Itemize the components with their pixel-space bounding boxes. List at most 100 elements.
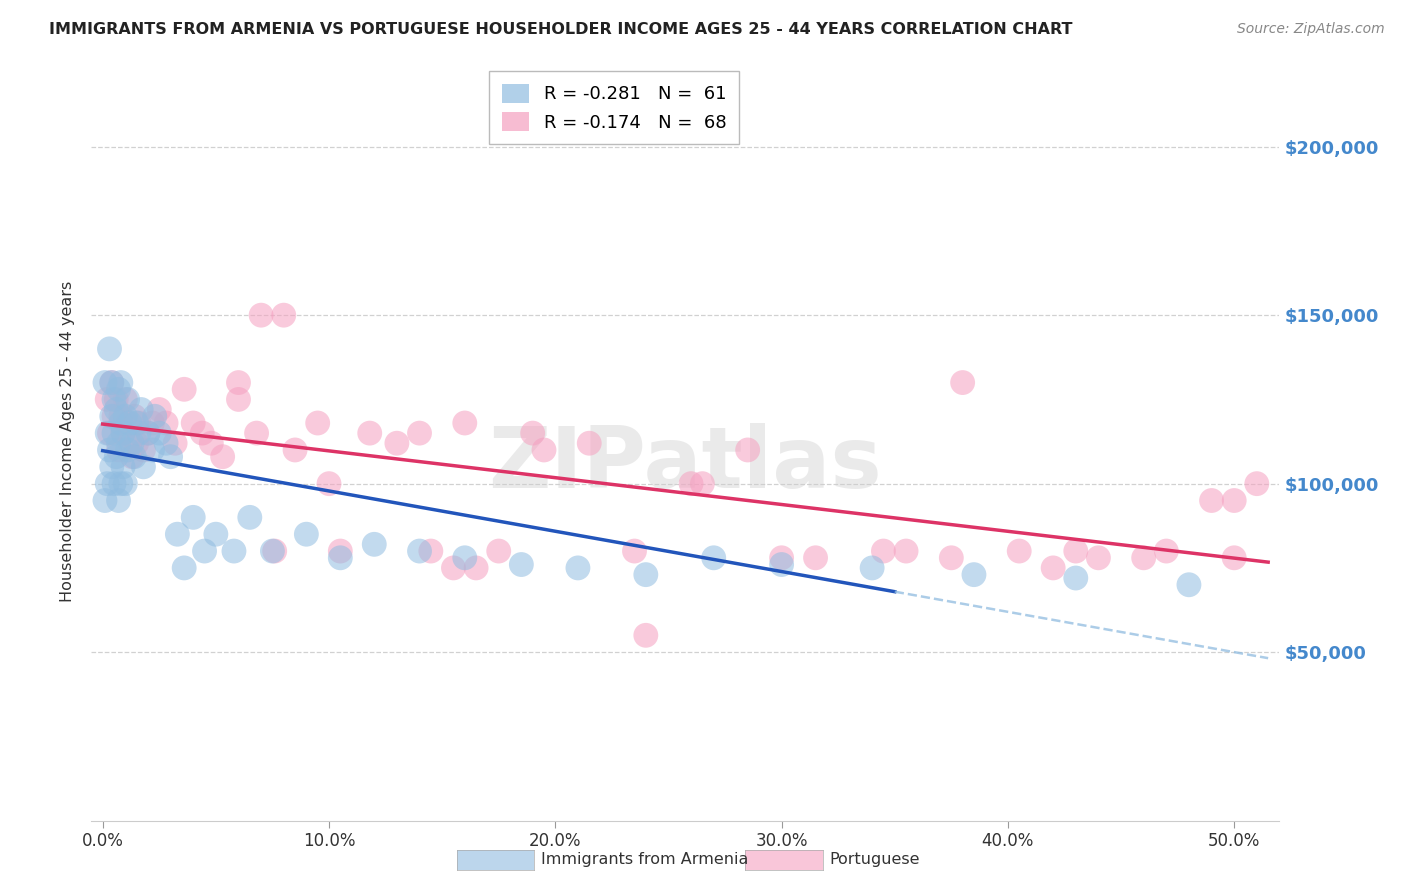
Point: [894, 544, 917, 558]
Point: [533, 442, 555, 457]
Point: [107, 442, 129, 457]
Point: [703, 550, 725, 565]
Text: Portuguese: Portuguese: [830, 853, 920, 867]
Point: [1087, 550, 1109, 565]
Point: [363, 537, 385, 551]
Point: [1223, 550, 1246, 565]
Point: [245, 426, 267, 441]
Point: [94, 376, 117, 390]
Point: [110, 409, 132, 424]
Point: [117, 416, 139, 430]
Point: [96, 476, 118, 491]
Point: [103, 426, 125, 441]
Point: [770, 558, 793, 572]
Point: [128, 416, 150, 430]
Point: [181, 416, 204, 430]
Text: Immigrants from Armenia: Immigrants from Armenia: [541, 853, 748, 867]
Point: [128, 426, 150, 441]
Point: [770, 550, 793, 565]
Point: [98, 342, 121, 356]
Point: [941, 550, 963, 565]
Point: [103, 409, 125, 424]
Point: [98, 442, 121, 457]
Point: [359, 426, 381, 441]
Point: [872, 544, 894, 558]
Point: [284, 442, 307, 457]
Point: [173, 382, 195, 396]
Point: [155, 436, 177, 450]
Point: [454, 416, 477, 430]
Point: [110, 376, 132, 390]
Point: [1246, 476, 1268, 491]
Point: [110, 416, 132, 430]
Point: [488, 544, 510, 558]
Point: [963, 567, 986, 582]
Point: [250, 308, 273, 322]
Point: [205, 527, 228, 541]
Point: [263, 544, 285, 558]
Point: [239, 510, 262, 524]
Point: [1201, 493, 1223, 508]
Point: [107, 436, 129, 450]
Point: [443, 561, 465, 575]
Point: [634, 567, 657, 582]
Point: [100, 376, 122, 390]
Text: Source: ZipAtlas.com: Source: ZipAtlas.com: [1237, 22, 1385, 37]
Point: [211, 450, 233, 464]
Point: [295, 527, 318, 541]
Point: [105, 402, 128, 417]
Point: [1223, 493, 1246, 508]
Point: [118, 436, 141, 450]
Point: [228, 376, 250, 390]
Point: [623, 544, 645, 558]
Point: [107, 493, 129, 508]
Point: [522, 426, 544, 441]
Point: [103, 392, 125, 407]
Point: [114, 409, 136, 424]
Point: [112, 426, 135, 441]
Point: [166, 527, 188, 541]
Point: [121, 436, 143, 450]
Point: [465, 561, 488, 575]
Point: [98, 426, 121, 441]
Point: [96, 426, 118, 441]
Point: [105, 450, 128, 464]
Point: [124, 450, 146, 464]
Point: [681, 476, 703, 491]
Point: [114, 476, 136, 491]
Point: [578, 436, 600, 450]
Point: [103, 476, 125, 491]
Point: [100, 459, 122, 474]
Point: [510, 558, 533, 572]
Point: [262, 544, 284, 558]
Point: [692, 476, 714, 491]
Point: [121, 450, 143, 464]
Point: [567, 561, 589, 575]
Point: [105, 392, 128, 407]
Point: [100, 376, 122, 390]
Point: [125, 416, 148, 430]
Point: [1178, 578, 1201, 592]
Point: [125, 436, 148, 450]
Point: [1042, 561, 1064, 575]
Point: [148, 402, 170, 417]
Point: [193, 544, 215, 558]
Legend: R = -0.281   N =  61, R = -0.174   N =  68: R = -0.281 N = 61, R = -0.174 N = 68: [489, 71, 740, 145]
Point: [191, 426, 214, 441]
Point: [114, 392, 136, 407]
Point: [307, 416, 329, 430]
Point: [112, 459, 135, 474]
Point: [634, 628, 657, 642]
Point: [1132, 550, 1154, 565]
Point: [141, 416, 163, 430]
Point: [318, 476, 340, 491]
Point: [136, 426, 159, 441]
Point: [159, 450, 181, 464]
Point: [181, 510, 204, 524]
Point: [110, 476, 132, 491]
Point: [273, 308, 295, 322]
Point: [228, 392, 250, 407]
Point: [118, 416, 141, 430]
Point: [143, 409, 166, 424]
Point: [737, 442, 759, 457]
